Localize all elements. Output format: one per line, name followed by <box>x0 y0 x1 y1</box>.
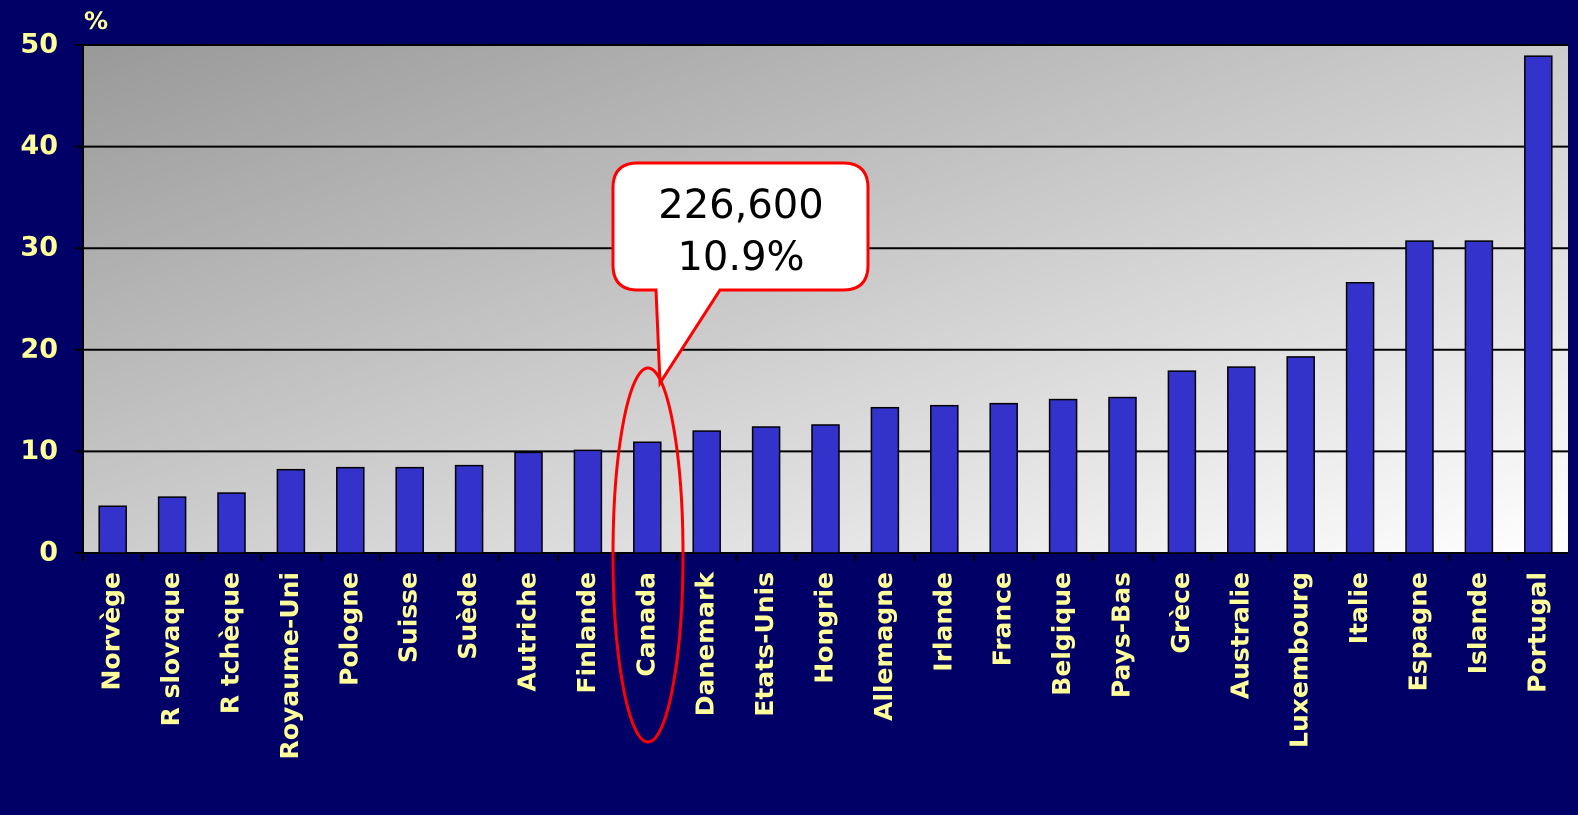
bar <box>1167 370 1197 554</box>
callout <box>611 161 870 388</box>
x-tick-label: Norvège <box>97 572 126 691</box>
x-tick-label: Australie <box>1225 572 1254 699</box>
bar <box>1464 240 1494 554</box>
x-tick-label: Espagne <box>1404 572 1433 691</box>
bar <box>1048 398 1078 554</box>
x-tick-label: Etats-Unis <box>750 572 779 717</box>
bar <box>1345 281 1375 554</box>
bar <box>633 441 662 554</box>
bar <box>811 424 840 554</box>
x-tick-label: Pays-Bas <box>1107 572 1136 698</box>
y-tick-label: 30 <box>20 232 58 263</box>
x-tick-label: Suisse <box>394 572 423 663</box>
y-tick-label: 40 <box>20 130 58 161</box>
y-tick-label: 0 <box>39 537 58 568</box>
annotation: 226,600 <box>658 182 823 228</box>
bar <box>930 404 959 554</box>
x-tick-label: Finlande <box>572 572 601 694</box>
x-tick-label: Italie <box>1344 572 1373 644</box>
bar <box>217 492 246 554</box>
bar <box>1108 396 1137 554</box>
x-tick-label: Irlande <box>928 572 957 672</box>
x-tick-label: Royaume-Uni <box>275 572 304 759</box>
x-tick-label: Autriche <box>513 572 542 692</box>
bar <box>1524 55 1553 554</box>
bar <box>1286 356 1315 554</box>
bar <box>751 426 781 554</box>
bar <box>98 505 127 554</box>
x-tick-label: Hongrie <box>810 572 839 684</box>
bar <box>870 406 900 554</box>
y-tick-label: 20 <box>20 333 58 364</box>
bar <box>276 468 306 554</box>
y-tick-label: 50 <box>20 29 58 60</box>
bar <box>573 449 603 554</box>
bar <box>395 466 424 554</box>
x-tick-label: Suède <box>453 572 482 660</box>
y-axis-label: % <box>84 7 108 35</box>
x-tick-label: Allemagne <box>869 572 898 721</box>
bar <box>989 402 1018 554</box>
x-tick-label: France <box>988 572 1017 666</box>
bar <box>514 451 543 554</box>
x-tick-label: R slovaque <box>156 572 185 726</box>
x-tick-label: Islande <box>1463 572 1492 674</box>
x-tick-label: Luxembourg <box>1285 572 1314 748</box>
bar <box>1405 240 1434 554</box>
y-tick-label: 10 <box>20 435 58 466</box>
bar <box>692 430 721 554</box>
x-tick-label: Pologne <box>334 572 363 686</box>
x-tick-label: Grèce <box>1166 572 1195 654</box>
x-tick-label: Canada <box>631 572 660 677</box>
bar <box>1227 366 1256 554</box>
x-tick-label: Belgique <box>1047 572 1076 696</box>
bar <box>157 496 187 554</box>
x-tick-label: Portugal <box>1522 572 1551 693</box>
bar <box>336 466 365 554</box>
annotation: 10.9% <box>677 234 804 280</box>
x-tick-label: Danemark <box>691 571 720 717</box>
highlight-ellipse <box>611 366 685 744</box>
bar <box>454 464 484 554</box>
x-tick-label: R tchèque <box>216 572 245 714</box>
